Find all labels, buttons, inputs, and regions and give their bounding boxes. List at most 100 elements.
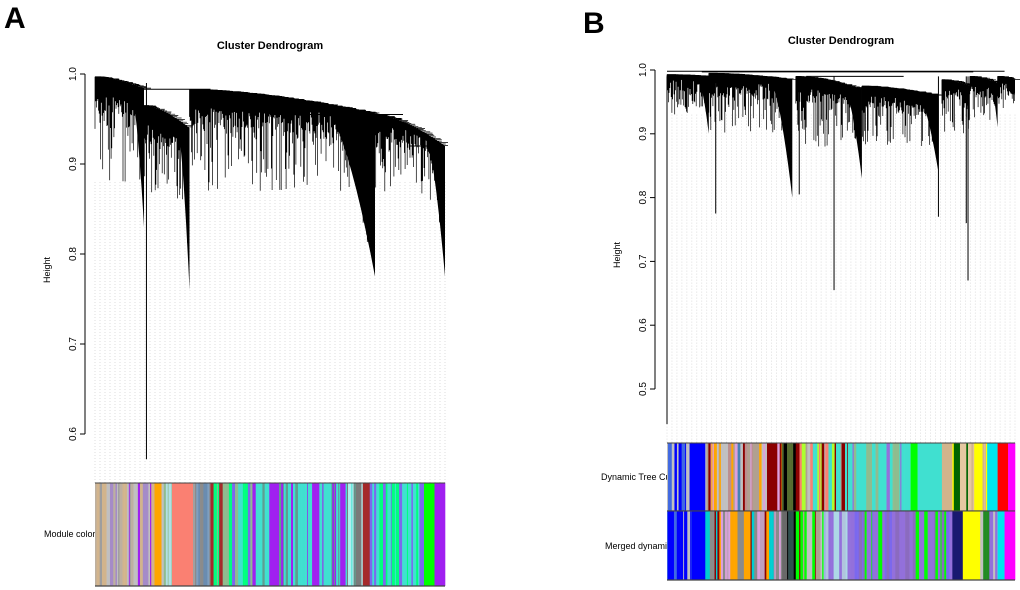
color-band-stripe bbox=[843, 511, 846, 580]
color-band-stripe bbox=[238, 483, 241, 586]
color-band-stripe bbox=[713, 511, 715, 580]
color-band-stripe bbox=[746, 511, 749, 580]
color-band-stripe bbox=[194, 483, 197, 586]
color-band-stripe bbox=[250, 483, 253, 586]
color-band-stripe bbox=[682, 443, 686, 511]
color-band-stripe bbox=[886, 443, 891, 511]
color-band-stripe bbox=[977, 443, 981, 511]
color-band-segment bbox=[987, 443, 998, 511]
color-band-stripe bbox=[815, 443, 818, 511]
color-band-stripe bbox=[222, 483, 226, 586]
color-band-stripe bbox=[372, 483, 375, 586]
color-band-stripe bbox=[836, 443, 839, 511]
color-band-stripe bbox=[847, 511, 850, 580]
color-band-stripe bbox=[819, 511, 821, 580]
color-band-stripe bbox=[784, 511, 788, 580]
color-band-stripe bbox=[934, 511, 936, 580]
color-band-stripe bbox=[728, 443, 732, 511]
color-band-stripe bbox=[232, 483, 236, 586]
color-band-stripe bbox=[788, 511, 792, 580]
color-band-stripe bbox=[858, 511, 863, 580]
color-band-stripe bbox=[281, 483, 284, 586]
color-band-stripe bbox=[226, 483, 230, 586]
color-band-stripe bbox=[959, 443, 964, 511]
color-band-stripe bbox=[944, 511, 947, 580]
color-band-stripe bbox=[853, 443, 857, 511]
color-band-stripe bbox=[836, 511, 840, 580]
color-band-stripe bbox=[852, 443, 855, 511]
color-band-stripe bbox=[310, 483, 313, 586]
color-band-stripe bbox=[219, 483, 221, 586]
y-axis-label-b: Height bbox=[612, 241, 622, 268]
color-band-stripe bbox=[856, 443, 859, 511]
color-band-stripe bbox=[880, 443, 885, 511]
color-band-stripe bbox=[419, 483, 424, 586]
color-band-stripe bbox=[687, 511, 691, 580]
color-band-stripe bbox=[680, 511, 684, 580]
color-band-stripe bbox=[817, 443, 820, 511]
color-band-stripe bbox=[782, 511, 785, 580]
color-band-stripe bbox=[209, 483, 211, 586]
color-band-stripe bbox=[719, 443, 722, 511]
color-band-stripe bbox=[922, 511, 925, 580]
color-band-stripe bbox=[845, 511, 848, 580]
color-band-stripe bbox=[905, 511, 909, 580]
color-band-stripe bbox=[327, 483, 330, 586]
color-band-segment bbox=[424, 483, 435, 586]
color-band-stripe bbox=[731, 443, 734, 511]
color-band-stripe bbox=[153, 483, 155, 586]
color-band-stripe bbox=[864, 511, 867, 580]
color-band-stripe bbox=[331, 483, 333, 586]
color-band-stripe bbox=[126, 483, 130, 586]
color-band-stripe bbox=[901, 511, 906, 580]
color-band-stripe bbox=[889, 443, 893, 511]
color-band-stripe bbox=[795, 511, 800, 580]
y-tick-label: 1.0 bbox=[68, 67, 79, 81]
color-band-stripe bbox=[995, 511, 998, 580]
color-band-stripe bbox=[728, 511, 731, 580]
color-band-stripe bbox=[752, 443, 757, 511]
color-band-stripe bbox=[823, 511, 825, 580]
color-band-stripe bbox=[900, 443, 902, 511]
color-band-stripe bbox=[804, 511, 807, 580]
color-band-stripe bbox=[907, 511, 910, 580]
color-band-stripe bbox=[381, 483, 384, 586]
color-band-stripe bbox=[737, 511, 742, 580]
color-band-stripe bbox=[354, 483, 357, 586]
color-band-stripe bbox=[763, 443, 766, 511]
color-band-stripe bbox=[315, 483, 317, 586]
color-band-stripe bbox=[207, 483, 210, 586]
color-band-stripe bbox=[904, 443, 908, 511]
color-band-stripe bbox=[352, 483, 354, 586]
y-tick-label: 0.5 bbox=[638, 382, 649, 396]
color-band-stripe bbox=[886, 511, 890, 580]
color-band-stripe bbox=[822, 511, 824, 580]
color-band-stripe bbox=[99, 483, 103, 586]
dendrogram-cluster-trunk bbox=[969, 76, 998, 128]
color-band-stripe bbox=[775, 511, 780, 580]
color-band-stripe bbox=[736, 511, 738, 580]
dendrogram-cluster bbox=[997, 76, 1020, 108]
color-band-stripe bbox=[833, 511, 837, 580]
color-band-stripe bbox=[667, 443, 669, 511]
color-band-stripe bbox=[847, 443, 850, 511]
color-band-stripe bbox=[767, 443, 770, 511]
color-band-stripe bbox=[240, 483, 244, 586]
color-band-stripe bbox=[109, 483, 114, 586]
color-band-stripe bbox=[422, 483, 425, 586]
color-band-stripe bbox=[810, 511, 813, 580]
color-band-stripe bbox=[750, 443, 752, 511]
color-band-stripe bbox=[946, 511, 950, 580]
color-band-segment bbox=[962, 511, 981, 580]
color-band-stripe bbox=[117, 483, 119, 586]
color-band-stripe bbox=[810, 443, 814, 511]
color-band-stripe bbox=[774, 511, 776, 580]
color-band-stripe bbox=[228, 483, 233, 586]
band-label-dynamic-tree-cut: Dynamic Tree Cut bbox=[601, 472, 674, 482]
color-band-stripe bbox=[135, 483, 139, 586]
color-band-stripe bbox=[119, 483, 123, 586]
color-band-stripe bbox=[980, 511, 984, 580]
color-band-stripe bbox=[383, 483, 385, 586]
color-band-stripe bbox=[683, 511, 685, 580]
color-band-stripe bbox=[828, 511, 832, 580]
